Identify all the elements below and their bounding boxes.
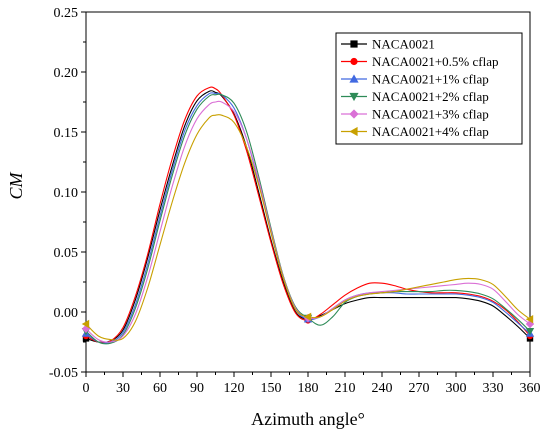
series-markers bbox=[81, 312, 535, 342]
y-tick-label: 0.05 bbox=[54, 246, 79, 261]
series-line bbox=[85, 93, 531, 345]
y-tick-label: -0.05 bbox=[49, 366, 78, 381]
x-tick-label: 330 bbox=[483, 381, 504, 396]
legend-label: NACA0021+4% cflap bbox=[372, 124, 489, 139]
legend: NACA0021 NACA0021+0.5% cflap NACA0021+1% c… bbox=[335, 32, 523, 145]
y-tick-label: 0.25 bbox=[54, 6, 79, 21]
x-axis-title: Azimuth angle° bbox=[251, 409, 365, 429]
data-point bbox=[81, 319, 90, 329]
x-axis: 0 30 60 90 120 150 180 210 240 270 300 330 360 bbox=[83, 372, 541, 396]
legend-label: NACA0021+2% cflap bbox=[372, 89, 489, 104]
legend-label: NACA0021+3% cflap bbox=[372, 107, 489, 122]
legend-label: NACA0021+0.5% cflap bbox=[372, 54, 498, 69]
data-point bbox=[525, 315, 534, 324]
y-tick-label: 0.10 bbox=[54, 186, 79, 201]
y-tick-label: 0.15 bbox=[54, 126, 79, 141]
x-tick-label: 180 bbox=[298, 381, 319, 396]
series-line bbox=[85, 114, 531, 341]
legend-marker bbox=[349, 74, 359, 83]
x-tick-label: 150 bbox=[261, 381, 282, 396]
x-tick-label: 210 bbox=[335, 381, 356, 396]
legend-box bbox=[335, 32, 523, 145]
data-point bbox=[525, 328, 535, 336]
x-tick-label: 120 bbox=[224, 381, 245, 396]
y-axis: -0.05 0.00 0.05 0.10 0.15 0.20 0.25 bbox=[49, 6, 86, 381]
legend-label: NACA0021 bbox=[372, 37, 435, 52]
y-axis-title: CM bbox=[6, 171, 26, 199]
series-line bbox=[85, 86, 531, 344]
x-tick-label: 30 bbox=[116, 381, 130, 396]
legend-marker bbox=[350, 57, 358, 66]
x-tick-label: 240 bbox=[372, 381, 393, 396]
legend-marker bbox=[350, 40, 358, 48]
series-line bbox=[85, 92, 531, 344]
legend-marker bbox=[349, 126, 358, 137]
legend-label: NACA0021+1% cflap bbox=[372, 72, 489, 87]
x-tick-label: 90 bbox=[190, 381, 204, 396]
data-point bbox=[303, 312, 312, 321]
series-lines bbox=[85, 86, 531, 345]
x-tick-label: 60 bbox=[153, 381, 167, 396]
series-line bbox=[85, 90, 531, 343]
legend-marker bbox=[349, 109, 359, 119]
legend-marker bbox=[349, 92, 359, 102]
x-tick-label: 0 bbox=[83, 381, 90, 396]
y-tick-label: 0.00 bbox=[54, 306, 79, 321]
x-tick-label: 270 bbox=[409, 381, 430, 396]
y-tick-label: 0.20 bbox=[54, 66, 79, 81]
x-tick-label: 360 bbox=[520, 381, 541, 396]
x-tick-label: 300 bbox=[446, 381, 467, 396]
